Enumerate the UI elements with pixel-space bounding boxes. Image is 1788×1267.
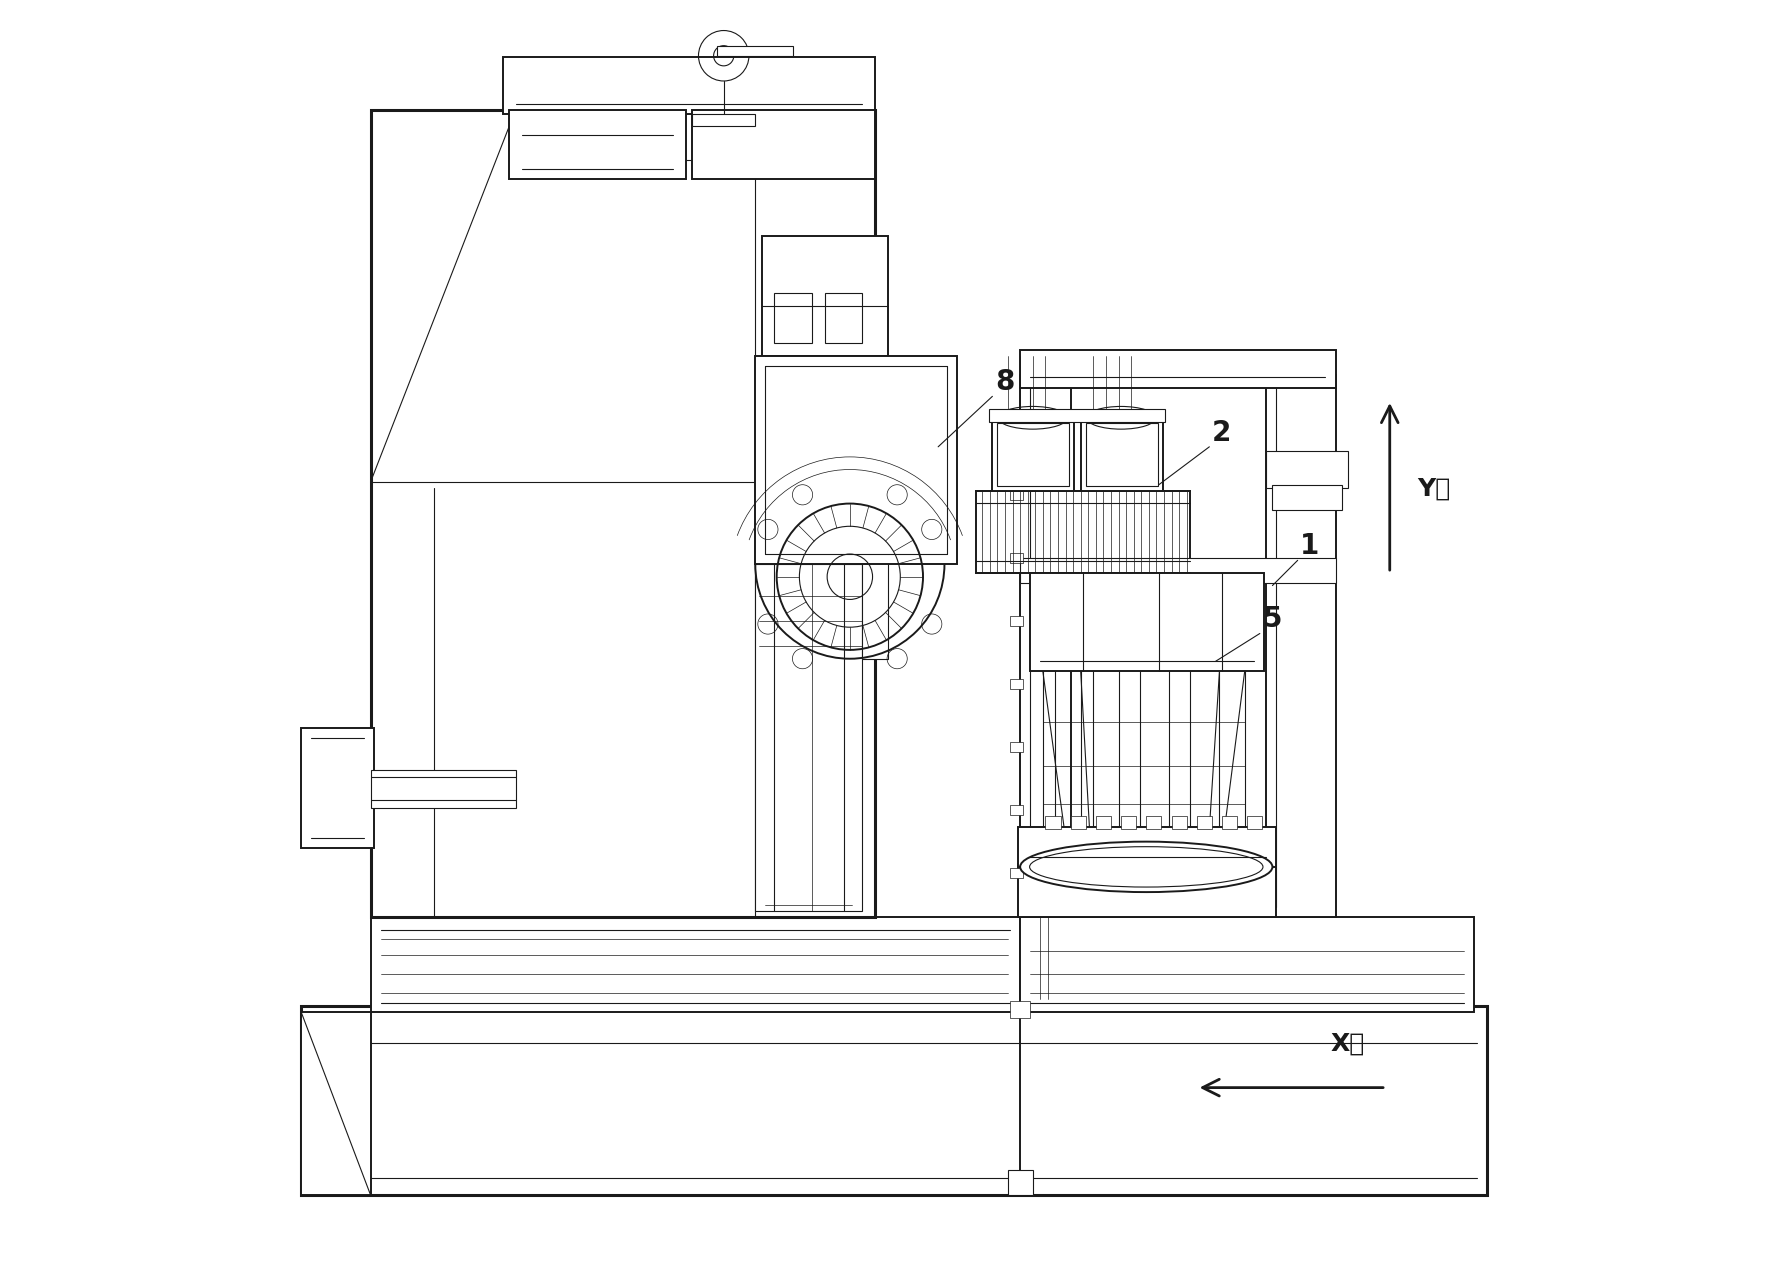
Bar (1010, 552, 1023, 563)
Bar (762, 236, 887, 356)
Bar (1071, 816, 1085, 829)
Text: 1: 1 (1300, 532, 1320, 560)
Bar (1085, 423, 1157, 487)
Bar (1273, 485, 1341, 509)
Bar (717, 46, 794, 56)
Bar (755, 564, 862, 911)
Bar (1010, 427, 1023, 437)
Bar (1017, 826, 1277, 867)
Bar (755, 356, 957, 564)
Bar (1096, 816, 1110, 829)
Bar (692, 114, 755, 127)
Bar (370, 917, 1021, 1012)
Bar (976, 490, 1191, 573)
Bar (502, 57, 874, 114)
Bar (1171, 816, 1187, 829)
Bar (1146, 816, 1162, 829)
Text: 5: 5 (1262, 606, 1282, 634)
Text: X轴: X轴 (1330, 1031, 1366, 1055)
Bar (1021, 557, 1336, 583)
Bar (370, 770, 515, 807)
Bar (1021, 917, 1475, 1012)
Bar (1010, 679, 1023, 689)
Bar (1007, 1169, 1033, 1195)
Bar (862, 356, 887, 659)
Bar (774, 293, 812, 343)
Text: Y轴: Y轴 (1418, 476, 1450, 500)
Bar (998, 423, 1069, 487)
Bar (824, 293, 862, 343)
Bar (1010, 616, 1023, 626)
Bar (1266, 451, 1348, 489)
Bar (1021, 350, 1336, 388)
Bar (1080, 418, 1162, 490)
Bar (300, 729, 374, 848)
Bar (1017, 864, 1277, 917)
Bar (1010, 868, 1023, 878)
Bar (1046, 816, 1060, 829)
Bar (1121, 816, 1135, 829)
Bar (1010, 805, 1023, 815)
Bar (992, 418, 1075, 490)
Bar (300, 1006, 1488, 1195)
Bar (1266, 375, 1336, 917)
Bar (510, 110, 687, 180)
Bar (692, 110, 874, 180)
Bar (1010, 489, 1023, 499)
Bar (1221, 816, 1237, 829)
Bar (1010, 1001, 1030, 1019)
Text: 8: 8 (994, 369, 1014, 397)
Text: 2: 2 (1212, 419, 1232, 447)
Bar (370, 110, 874, 917)
Bar (1030, 573, 1264, 672)
Bar (1196, 816, 1212, 829)
Bar (1248, 816, 1262, 829)
Ellipse shape (1021, 841, 1273, 892)
Bar (1021, 375, 1071, 917)
Polygon shape (300, 1012, 370, 1195)
Bar (989, 409, 1166, 422)
Bar (1010, 742, 1023, 753)
